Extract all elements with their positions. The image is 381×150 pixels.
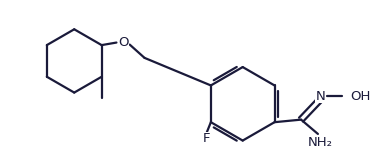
Text: N: N — [315, 90, 325, 103]
Text: OH: OH — [350, 90, 370, 103]
Text: O: O — [118, 36, 128, 49]
Text: NH₂: NH₂ — [308, 136, 333, 149]
Text: F: F — [203, 132, 211, 145]
